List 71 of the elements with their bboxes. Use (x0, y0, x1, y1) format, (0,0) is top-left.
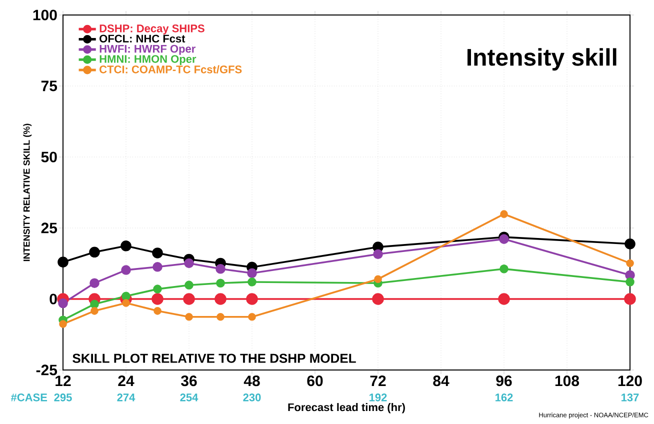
x-tick-label: 108 (555, 376, 580, 386)
text: 274 (117, 394, 136, 402)
point (624, 238, 636, 250)
point (184, 258, 194, 268)
x-tick-label: 72 (370, 376, 386, 386)
y-tick-label: 0 (50, 294, 57, 304)
point (247, 268, 257, 278)
point (248, 312, 256, 321)
legend-label: HWFI: HWRF Oper (100, 44, 196, 55)
text: #CASE (10, 394, 48, 402)
x-tick-label: 48 (244, 376, 260, 386)
point (153, 284, 162, 294)
point (214, 293, 226, 305)
point (90, 278, 100, 288)
legend-label: HMNI: HMON Oper (100, 55, 196, 66)
text: 254 (180, 394, 198, 402)
y-axis-title: INTENSITY RELATIVE SKILL (%) (23, 124, 32, 262)
point (89, 246, 100, 258)
point (152, 293, 164, 305)
point (122, 292, 130, 301)
point (152, 248, 163, 258)
text: Intensity skill (468, 48, 616, 71)
point (216, 264, 226, 274)
point (499, 234, 509, 244)
point (185, 312, 193, 321)
legend-label: CTCI: COAMP-TC Fcst/GFS (100, 65, 242, 74)
point (120, 240, 132, 252)
point (373, 249, 383, 260)
x-tick-label: 84 (433, 376, 450, 386)
point (90, 307, 98, 315)
y-tick-label: 50 (41, 152, 57, 162)
point (59, 320, 67, 328)
point (152, 262, 162, 272)
text: 295 (54, 394, 72, 402)
point (500, 210, 508, 218)
point (246, 293, 258, 305)
x-axis-title: Forecast lead time (hr) (288, 403, 405, 414)
point (216, 278, 225, 288)
y-tick-label: 25 (41, 222, 58, 234)
point (626, 259, 634, 268)
point (121, 265, 131, 275)
point (58, 256, 68, 268)
point (500, 264, 508, 274)
text: 137 (622, 394, 639, 402)
y-tick-label: 100 (33, 10, 57, 20)
point (154, 307, 162, 315)
y-tick-label: 75 (41, 80, 58, 92)
annotation: SKILL PLOT RELATIVE TO THE DSHP MODEL (72, 354, 356, 363)
x-tick-label: 120 (618, 376, 642, 386)
x-tick-label: 36 (181, 376, 197, 386)
point (248, 278, 256, 286)
point (374, 275, 382, 284)
point (90, 300, 99, 309)
text: 162 (496, 394, 513, 402)
point (58, 298, 68, 308)
point (216, 312, 224, 321)
legend-label: DSHP: Decay SHIPS (100, 24, 204, 34)
x-tick-label: 96 (496, 376, 512, 386)
point (372, 293, 384, 305)
x-tick-label: 24 (118, 376, 134, 386)
point (626, 278, 634, 286)
text: 192 (370, 394, 387, 402)
point (184, 280, 194, 290)
x-tick-label: 12 (56, 376, 71, 386)
legend-label: OFCL: NHC Fcst (100, 34, 186, 42)
y-tick-label: -25 (36, 364, 58, 376)
point (183, 293, 195, 305)
x-tick-label: 60 (307, 376, 323, 386)
text: 230 (243, 394, 261, 402)
point (498, 293, 510, 305)
point (624, 293, 636, 305)
